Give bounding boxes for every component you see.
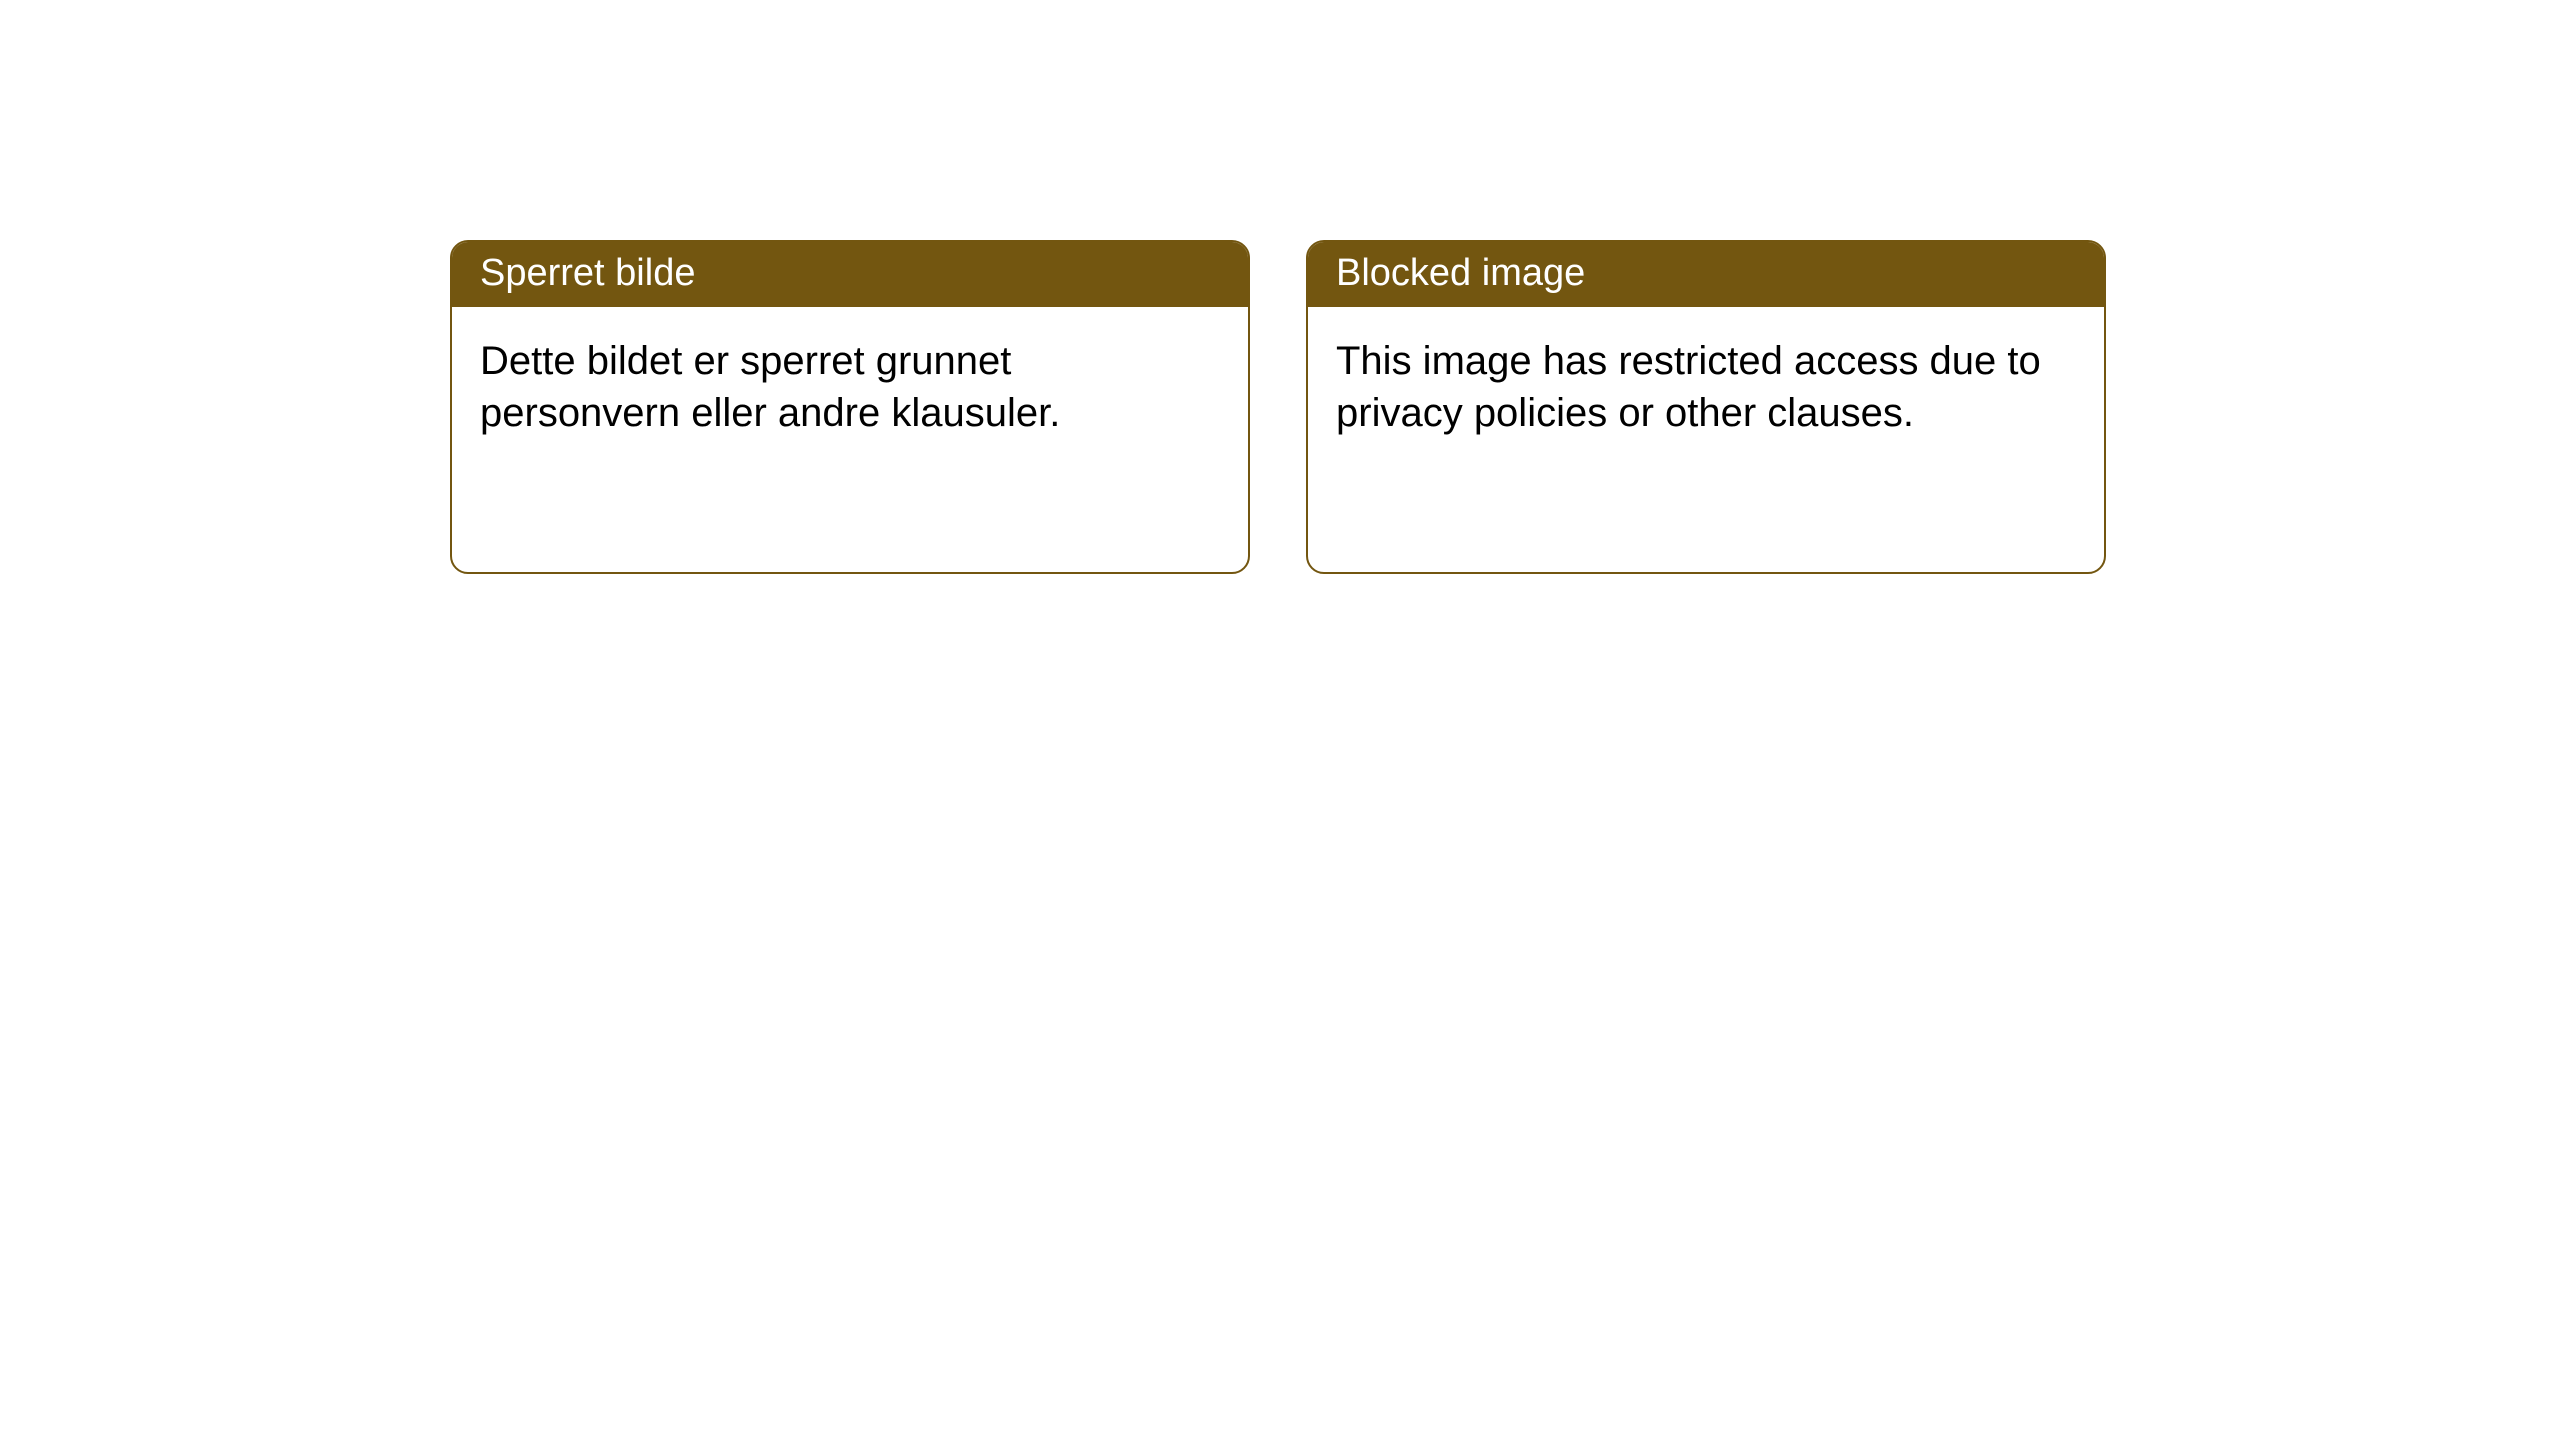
- blocked-image-notices: Sperret bilde Dette bildet er sperret gr…: [450, 240, 2106, 574]
- notice-title: Blocked image: [1308, 242, 2104, 307]
- notice-title: Sperret bilde: [452, 242, 1248, 307]
- notice-card-norwegian: Sperret bilde Dette bildet er sperret gr…: [450, 240, 1250, 574]
- notice-message: This image has restricted access due to …: [1308, 307, 2104, 467]
- notice-message: Dette bildet er sperret grunnet personve…: [452, 307, 1248, 467]
- notice-card-english: Blocked image This image has restricted …: [1306, 240, 2106, 574]
